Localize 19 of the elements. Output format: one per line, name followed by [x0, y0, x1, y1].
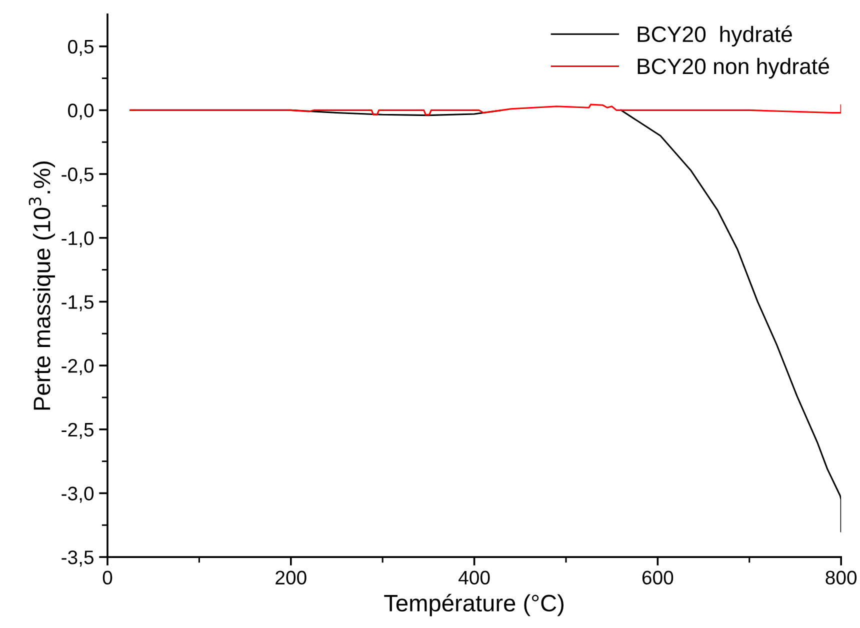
y-tick-label: 0,5: [68, 40, 94, 56]
y-tick-label: -3,5: [62, 550, 94, 567]
line-series: [130, 104, 842, 116]
x-axis-title: Température (°C): [384, 594, 564, 616]
y-tick-label: -2,5: [62, 422, 94, 439]
y-tick-label: -2,0: [62, 359, 94, 376]
y-tick-label: -0,5: [62, 168, 94, 184]
y-tick-label: -3,0: [62, 486, 94, 503]
x-tick-label: 400: [458, 570, 490, 585]
y-tick-label: -1,5: [62, 295, 94, 312]
x-tick-label: 600: [642, 570, 674, 585]
y-tick-label: 0,0: [68, 104, 94, 120]
legend-label: BCY20 hydraté: [638, 26, 792, 47]
legend-label: BCY20 non hydraté: [638, 58, 829, 79]
x-tick-label: 800: [826, 570, 857, 585]
x-tick-label: 0: [102, 570, 112, 585]
x-tick-label: 200: [276, 570, 306, 585]
y-axis-title: Perte massique (10$^{3}$.%): [28, 162, 56, 410]
y-tick-label: -1,0: [62, 231, 94, 248]
